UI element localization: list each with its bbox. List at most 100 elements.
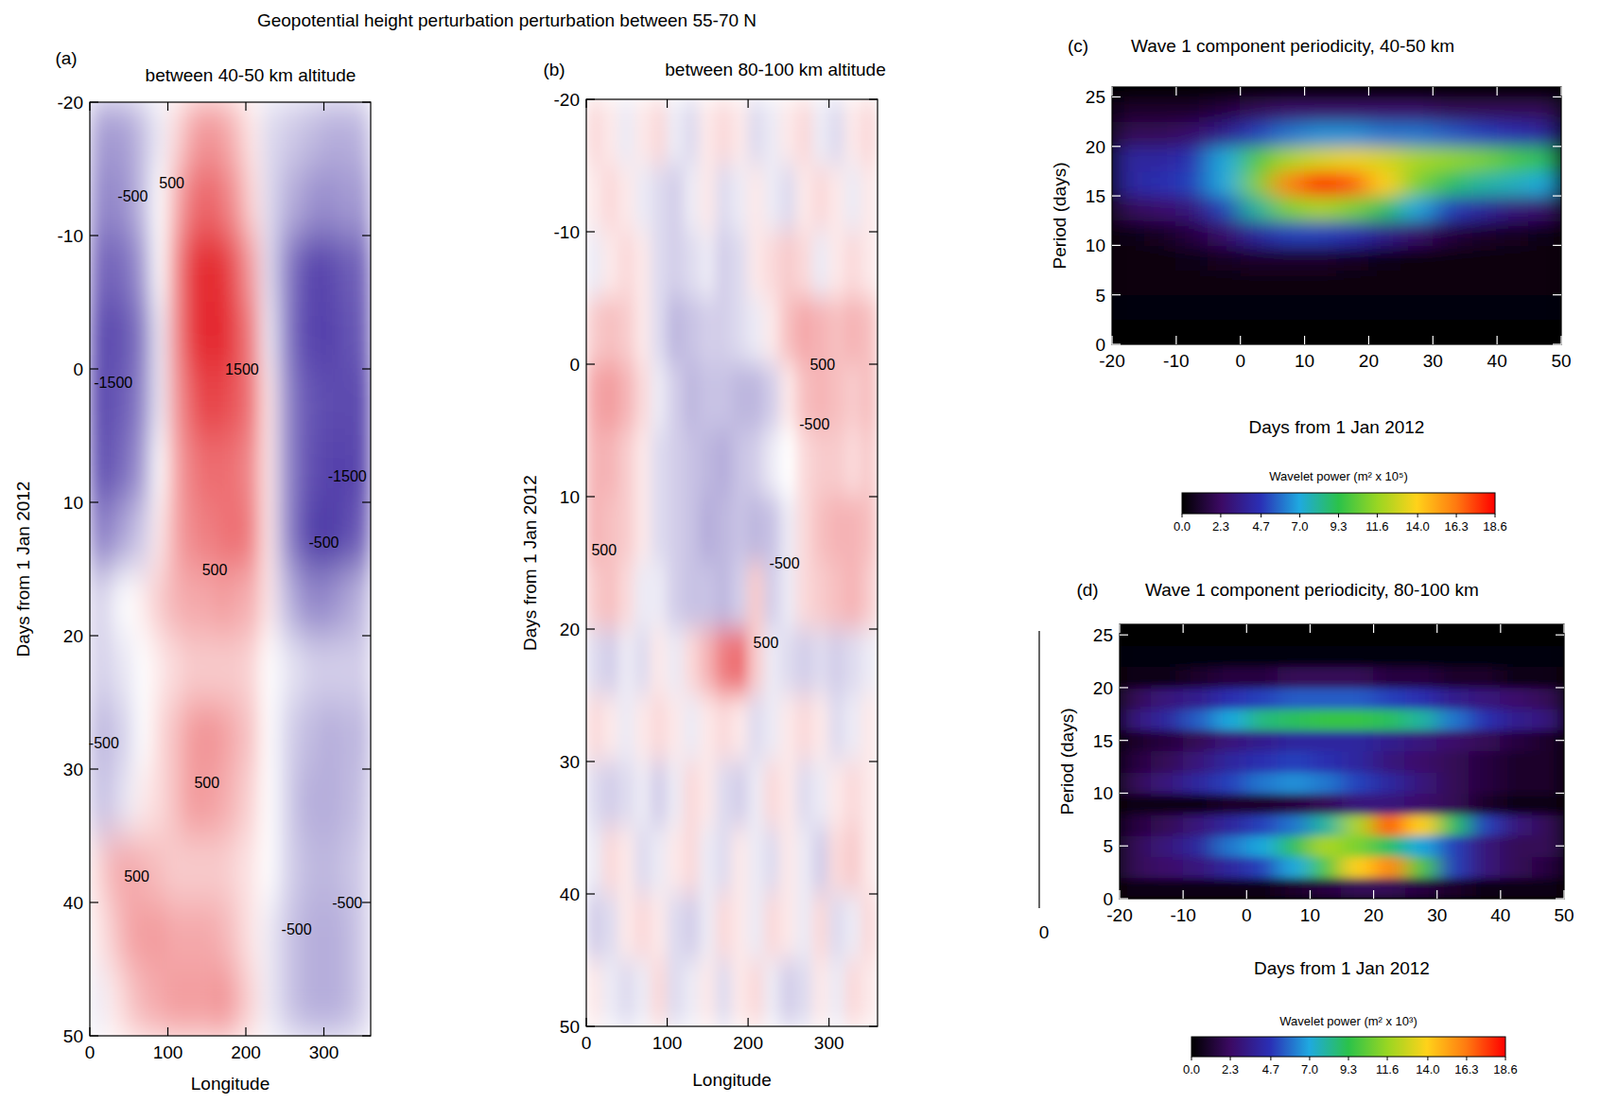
heat-cell bbox=[1531, 855, 1565, 878]
heat-cell bbox=[1143, 244, 1177, 271]
heat-cell bbox=[183, 834, 201, 904]
heat-cell bbox=[198, 301, 216, 370]
heat-cell bbox=[354, 235, 371, 304]
heat-cell bbox=[714, 761, 732, 829]
heat-cell bbox=[198, 368, 216, 437]
cells bbox=[586, 99, 878, 1027]
heat-cell bbox=[1112, 121, 1145, 147]
heat-cell bbox=[167, 701, 185, 770]
heat-cell bbox=[1499, 665, 1533, 688]
heat-cell bbox=[1277, 644, 1311, 667]
heat-cell bbox=[618, 364, 636, 432]
heat-cell bbox=[1239, 294, 1273, 320]
x-tick bbox=[828, 1017, 830, 1027]
heat-cell bbox=[1207, 220, 1241, 246]
y-tick-label: -10 bbox=[554, 222, 580, 243]
heat-cell bbox=[229, 635, 247, 704]
heat-cell bbox=[586, 297, 604, 366]
y-tick bbox=[1112, 145, 1121, 147]
heat-cell bbox=[1214, 708, 1248, 731]
contour-label: 500 bbox=[202, 561, 228, 578]
heat-cell bbox=[1531, 729, 1565, 751]
heat-cell bbox=[618, 893, 636, 961]
heat-cell bbox=[828, 695, 846, 763]
heat-cell bbox=[747, 430, 766, 498]
heat-cell bbox=[1432, 294, 1466, 320]
heat-cell bbox=[167, 368, 185, 437]
heat-cell bbox=[698, 165, 716, 233]
heat-cell bbox=[796, 959, 814, 1027]
colorbar-tick-label: 4.7 bbox=[1262, 1061, 1280, 1077]
heat-cell bbox=[1341, 729, 1375, 751]
heat-cell bbox=[1150, 708, 1184, 731]
heat-cell bbox=[1531, 771, 1565, 794]
heat-cell bbox=[1309, 665, 1343, 688]
heat-cell bbox=[167, 902, 185, 971]
heat-cell bbox=[618, 496, 636, 564]
heat-cell bbox=[1182, 729, 1217, 751]
heat-cell bbox=[618, 231, 636, 299]
heat-cell bbox=[1207, 244, 1241, 271]
heat-cell bbox=[104, 768, 122, 837]
y-tick bbox=[89, 101, 99, 103]
heat-cell bbox=[1271, 170, 1305, 196]
heat-cell bbox=[323, 902, 341, 971]
heat-cell bbox=[714, 231, 732, 299]
heat-cell bbox=[731, 231, 749, 299]
heat-cell bbox=[586, 364, 604, 432]
heat-cell bbox=[1112, 220, 1145, 246]
y-tick-label: 30 bbox=[559, 751, 580, 772]
heat-cell bbox=[354, 168, 371, 237]
heat-cell bbox=[183, 235, 201, 304]
x-tick-label: -10 bbox=[1169, 904, 1196, 925]
heat-cell bbox=[618, 827, 636, 895]
heat-cell bbox=[104, 434, 122, 504]
y-tick bbox=[1112, 244, 1121, 246]
heat-cell bbox=[1405, 876, 1439, 899]
heat-cell bbox=[1496, 170, 1531, 196]
heat-cell bbox=[1246, 771, 1280, 794]
heat-cell bbox=[714, 959, 732, 1027]
heat-cell bbox=[1468, 686, 1502, 709]
y-tick bbox=[869, 495, 878, 497]
heat-cell bbox=[354, 768, 371, 837]
heat-cell bbox=[796, 231, 814, 299]
y-tick bbox=[1552, 244, 1562, 246]
colorbar-tick-label: 18.6 bbox=[1493, 1061, 1517, 1077]
heat-cell bbox=[1373, 834, 1407, 857]
x-tick-label: 40 bbox=[1487, 350, 1508, 371]
heat-cell bbox=[731, 893, 749, 961]
heat-cell bbox=[292, 968, 310, 1036]
heat-cell bbox=[292, 834, 310, 904]
heat-cell bbox=[1468, 813, 1502, 835]
heat-cell bbox=[1341, 792, 1375, 815]
heat-cell bbox=[277, 502, 295, 571]
x-tick bbox=[88, 102, 90, 111]
heat-cell bbox=[796, 99, 814, 167]
heat-cell bbox=[1468, 644, 1502, 667]
x-tick bbox=[1118, 889, 1120, 899]
contour-label: 500 bbox=[809, 356, 835, 373]
y-tick-label: 5 bbox=[1102, 835, 1114, 856]
panel-letter: (c) bbox=[1067, 35, 1089, 56]
heat-cell bbox=[602, 761, 620, 829]
contour-label: -500 bbox=[769, 555, 800, 572]
y-tick bbox=[1119, 634, 1129, 636]
y-tick bbox=[1119, 686, 1129, 688]
heat-cell bbox=[1119, 834, 1152, 857]
heat-cell bbox=[339, 701, 357, 770]
heat-cell bbox=[1499, 876, 1533, 899]
heat-cell bbox=[731, 99, 749, 167]
x-tick-label: 0 bbox=[581, 1032, 592, 1053]
heat-cell bbox=[1150, 834, 1184, 857]
heat-cell bbox=[89, 434, 106, 504]
x-tick bbox=[666, 99, 668, 108]
heat-cell bbox=[1175, 96, 1209, 122]
heat-cell bbox=[747, 99, 766, 167]
y-tick bbox=[1555, 686, 1565, 688]
y-tick-label: 15 bbox=[1093, 730, 1114, 751]
x-tick bbox=[828, 99, 830, 108]
heat-cell bbox=[1405, 813, 1439, 835]
x-axis-title: Longitude bbox=[692, 1069, 771, 1090]
plot-area bbox=[1112, 96, 1562, 345]
